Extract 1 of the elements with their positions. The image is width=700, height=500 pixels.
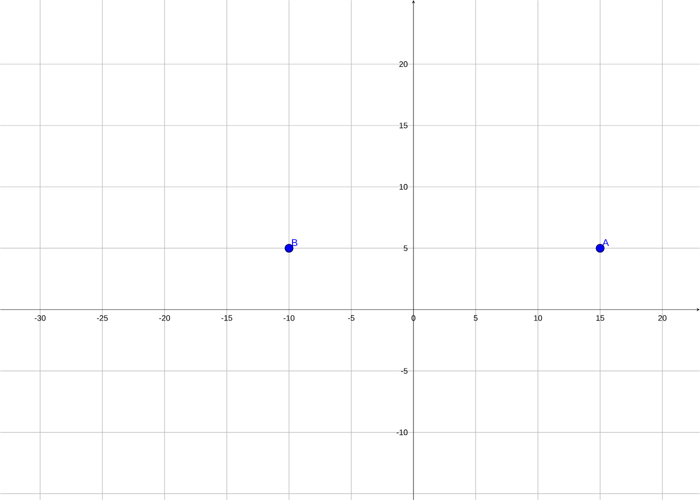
annotation: B bbox=[292, 239, 298, 246]
